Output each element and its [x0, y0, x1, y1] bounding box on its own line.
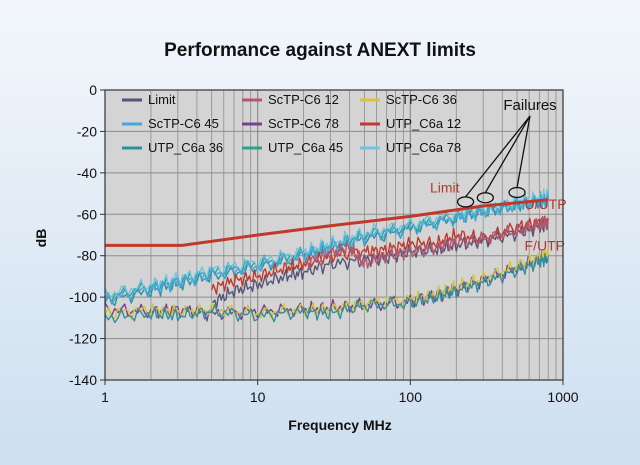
y-tick-label: -20	[77, 123, 97, 139]
annotation-u-utp: U/UTP	[525, 196, 567, 212]
legend-label: UTP_C6a 36	[148, 140, 223, 155]
chart-title: Performance against ANEXT limits	[164, 40, 476, 61]
x-tick-label: 100	[399, 389, 423, 405]
legend-label: UTP_C6a 45	[268, 140, 343, 155]
data-curves	[104, 188, 549, 324]
failure-pointer	[465, 115, 531, 198]
legend-label: ScTP-C6 12	[268, 92, 339, 107]
annotations: Limit U/UTP F/UTP Failures	[430, 97, 567, 254]
x-tick-label: 10	[250, 389, 266, 405]
legend-label: UTP_C6a 78	[386, 140, 461, 155]
y-axis-label: dB	[33, 229, 49, 248]
y-tick-label: -140	[69, 372, 97, 388]
y-tick-label: -80	[77, 248, 97, 264]
series-line	[104, 252, 549, 324]
series-line	[104, 192, 549, 305]
failure-pointer	[484, 115, 531, 194]
y-tick-label: -60	[77, 206, 97, 222]
legend-label: ScTP-C6 36	[386, 92, 457, 107]
x-axis-label: Frequency MHz	[288, 417, 391, 433]
legend-label: Limit	[148, 92, 176, 107]
grid	[105, 90, 563, 380]
series-line	[303, 215, 549, 270]
failure-pointer	[516, 115, 531, 188]
limit-line	[105, 198, 549, 247]
plot-frame	[104, 89, 564, 381]
y-tick-label: 0	[89, 82, 97, 98]
legend-label: ScTP-C6 78	[268, 116, 339, 131]
annotation-f-utp: F/UTP	[525, 238, 565, 254]
x-tick-label: 1	[101, 389, 109, 405]
legend-label: ScTP-C6 45	[148, 116, 219, 131]
x-tick-label: 1000	[547, 389, 578, 405]
legend-label: UTP_C6a 12	[386, 116, 461, 131]
y-tick-label: -40	[77, 165, 97, 181]
annotation-failures: Failures	[503, 97, 556, 114]
plot-area	[105, 90, 563, 380]
limit-curve	[105, 198, 549, 247]
legend: Limit ScTP-C6 12 ScTP-C6 36 ScTP-C6 45 ScTP-…	[122, 92, 461, 155]
y-tick-label: -100	[69, 289, 97, 305]
y-tick-label: -120	[69, 331, 97, 347]
annotation-limit: Limit	[430, 180, 460, 196]
